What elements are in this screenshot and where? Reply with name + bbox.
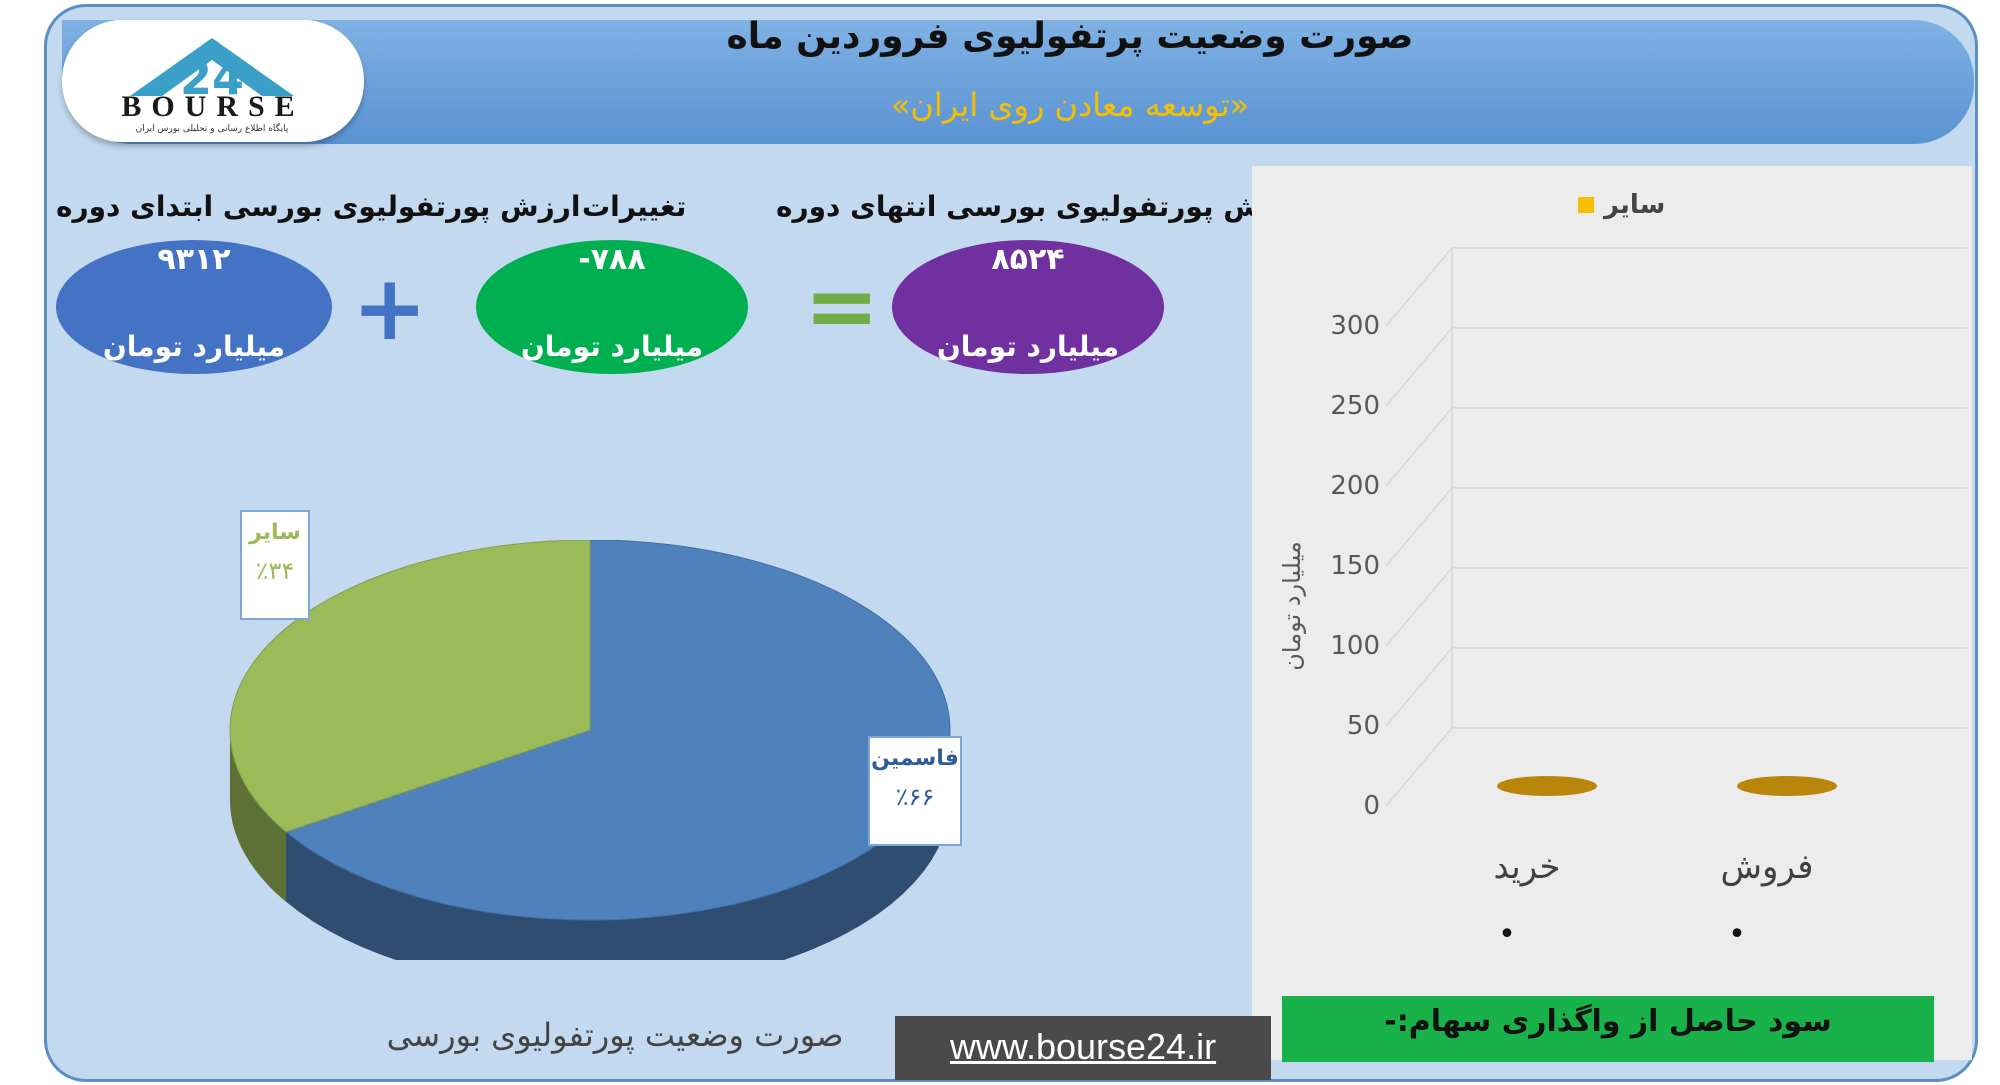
- y-axis-label: میلیارد تومان: [1278, 541, 1306, 670]
- bar-0: [1497, 776, 1597, 796]
- bar-chart-panel: [1252, 166, 1972, 1060]
- pie-label-fasmin: فاسمین ٪۶۶: [868, 736, 962, 846]
- pie-chart: [229, 540, 951, 960]
- change-label: تغییرات: [582, 190, 687, 223]
- end-value-ellipse: ۸۵۲۴ میلیارد تومان: [892, 240, 1164, 374]
- start-value-unit: میلیارد تومان: [102, 330, 286, 363]
- website-box: [895, 1016, 1271, 1080]
- end-value-unit: میلیارد تومان: [936, 330, 1120, 363]
- legend-item: سایر: [1604, 190, 1666, 220]
- end-value: ۸۵۲۴: [991, 242, 1065, 277]
- bar-chart: 0 50 100 150 200 250 300 میلیارد تومان خرید • فروش…: [1278, 247, 1967, 952]
- start-value-label: ارزش پورتفولیوی بورسی ابتدای دوره: [56, 190, 581, 223]
- grid-diag-4: [1385, 407, 1453, 487]
- grid-diag-3: [1385, 487, 1453, 567]
- logo: 24 BOURSE پایگاه اطلاع رسانی و تحلیلی بو…: [62, 20, 364, 142]
- x-tick-label-1: فروش: [1721, 847, 1814, 887]
- logo-mark: 24: [130, 38, 294, 105]
- logo-tagline: پایگاه اطلاع رسانی و تحلیلی بورس ایران: [135, 124, 289, 134]
- grid-diag-6: [1385, 247, 1453, 327]
- y-tick-label-6: 300: [1330, 311, 1380, 341]
- pie-label-other-name: سایر: [249, 520, 301, 545]
- pie-side-0: [286, 730, 950, 960]
- pie-label-other: سایر ٪۳۴: [240, 510, 310, 620]
- grid-diag-2: [1385, 567, 1453, 647]
- logo-word: BOURSE: [121, 90, 305, 123]
- pie-side-1: [230, 730, 287, 902]
- grid-diag-5: [1385, 327, 1453, 407]
- legend-swatch: [1578, 197, 1594, 213]
- page-title: صورت وضعیت پرتفولیوی فروردین ماه: [726, 16, 1414, 57]
- point-label-0: •: [1498, 917, 1516, 952]
- profit-note: سود حاصل از واگذاری سهام:-: [1384, 1004, 1832, 1039]
- start-value: ۹۳۱۲: [157, 242, 231, 277]
- pie-caption: صورت وضعیت پورتفولیوی بورسی: [386, 1016, 844, 1054]
- equals-sign: =: [804, 254, 880, 359]
- point-label-1: •: [1728, 917, 1746, 952]
- pie-slice-1: [229, 540, 591, 833]
- y-tick-label-2: 100: [1330, 631, 1380, 661]
- grid-diag-0: [1385, 727, 1453, 807]
- website-link[interactable]: www.bourse24.ir: [949, 1026, 1217, 1067]
- pie-label-fasmin-percent: ٪۶۶: [895, 783, 935, 811]
- y-tick-label-4: 200: [1330, 471, 1380, 501]
- start-value-ellipse: ۹۳۱۲ میلیارد تومان: [56, 240, 332, 374]
- y-tick-label-0: 0: [1363, 791, 1380, 821]
- y-tick-label-1: 50: [1347, 711, 1380, 741]
- x-tick-label-0: خرید: [1493, 847, 1560, 887]
- page-subtitle: «توسعه معادن روی ایران»: [890, 86, 1250, 124]
- end-value-label: ارزش پورتفولیوی بورسی انتهای دوره: [776, 190, 1304, 223]
- change-value: -۷۸۸: [578, 242, 646, 277]
- y-tick-label-5: 250: [1330, 391, 1380, 421]
- pie-label-other-percent: ٪۳۴: [255, 557, 295, 585]
- bar-1: [1737, 776, 1837, 796]
- plus-sign: +: [352, 256, 428, 361]
- pie-label-fasmin-name: فاسمین: [871, 746, 959, 771]
- logo-number: 24: [180, 51, 244, 105]
- change-unit: میلیارد تومان: [520, 330, 704, 363]
- grid-diag-1: [1385, 647, 1453, 727]
- change-ellipse: -۷۸۸ میلیارد تومان: [476, 240, 748, 374]
- profit-banner: [1282, 996, 1934, 1062]
- header-banner: [62, 20, 1974, 144]
- y-tick-label-3: 150: [1330, 551, 1380, 581]
